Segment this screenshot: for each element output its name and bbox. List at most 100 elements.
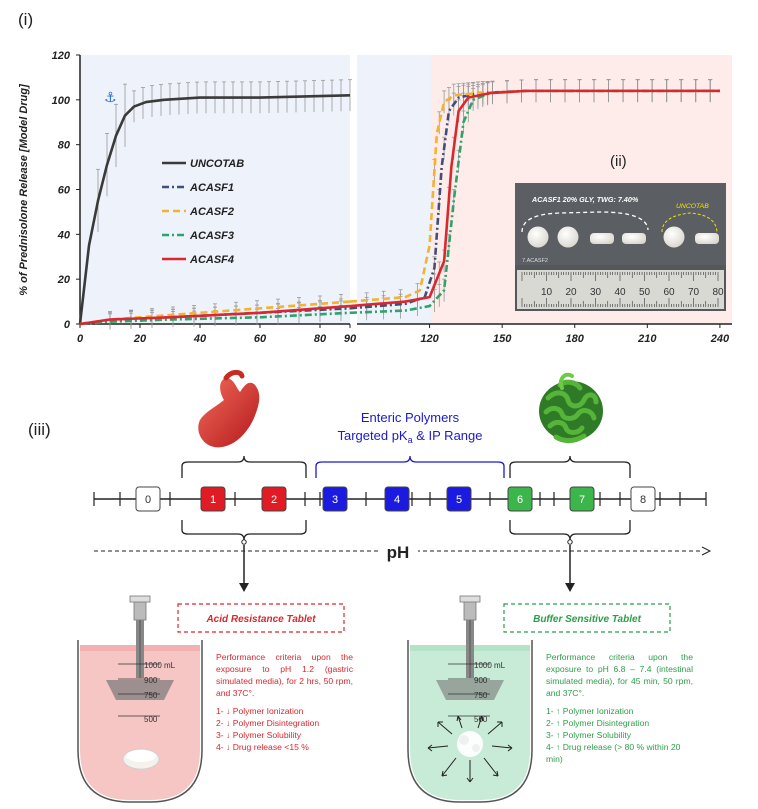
x-tick-label: 40 [193,333,207,345]
series-line-uncotab [78,94,351,325]
legend-entry: ACASF1 [189,182,234,194]
svg-text:1000 mL: 1000 mL [474,661,506,670]
intestine-icon [539,372,603,444]
ruler-number: 20 [565,287,577,298]
chart-legend: UNCOTAB ACASF1 ACASF2 ACASF3 ACASF4 [162,158,244,266]
y-axis-label: % of Prednisolone Release [Model Drug] [18,84,30,296]
y-tick-label: 120 [52,50,71,62]
svg-text:500: 500 [144,715,158,724]
x-tick-label: 60 [254,333,267,345]
tablet-3 [590,233,614,244]
buffer-item-2: 2- ↑ Polymer Disintegration [546,718,650,728]
buffer-bracket-bottom [509,520,631,541]
svg-text:900: 900 [144,676,158,685]
legend-entry: ACASF2 [189,206,234,218]
acid-criteria: Performance criteria upon the exposure t… [216,651,353,753]
ph-box-label: 7 [579,494,585,506]
ph-boxes: 0 1 2 3 4 5 6 7 8 [135,486,656,512]
buffer-criteria-text: Performance criteria upon the exposure t… [546,652,693,698]
series-line-acasf4 [349,89,720,308]
stomach-icon [198,369,260,448]
tablet-photo: ACASF1 20% GLY, TWG: 7.40% UNCOTAB 7.ACA… [515,183,726,311]
ph-label: pH [387,543,410,562]
ph-box-label: 8 [640,494,646,506]
ph-box-5 [446,486,472,512]
x-tick-label: 240 [710,333,730,345]
y-axis-ticks: 0 20 40 60 80 100 120 [52,50,80,331]
ruler-number: 70 [688,287,700,298]
tablet-4 [622,233,646,244]
buffer-dissolution-vessel: 1000 mL 900 750 500 [407,595,533,803]
series-line-acasf4 [79,304,351,326]
ruler-number: 50 [639,287,651,298]
svg-text:750: 750 [144,691,158,700]
y-tick-label: 80 [58,140,71,152]
y-tick-label: 40 [57,229,71,241]
buffer-bracket-top [509,455,631,478]
enteric-bracket [315,455,505,478]
svg-text:750: 750 [474,691,488,700]
legend-entry: UNCOTAB [190,158,244,170]
ph-box-label: 0 [145,494,151,506]
y-tick-label: 100 [52,95,71,107]
svg-text:1000 mL: 1000 mL [144,661,176,670]
tablet-5 [663,226,685,248]
panel-label-ii: (ii) [610,153,627,170]
legend-entry: ACASF3 [189,230,234,242]
acid-item-2: 2- ↓ Polymer Disintegration [216,718,320,728]
acid-title: Acid Resistance Tablet [205,614,316,625]
buffer-criteria: Performance criteria upon the exposure t… [546,651,693,765]
buffer-item-3: 3- ↑ Polymer Solubility [546,730,632,740]
panel-label-i: (i) [18,10,34,29]
ph-box-label: 4 [394,494,400,506]
acid-bracket-top [181,455,307,478]
ph-box-8 [630,486,656,512]
acid-item-4: 4- ↓ Drug release <15 % [216,742,309,752]
release-arrows [427,715,513,783]
acid-criteria-text: Performance criteria upon the exposure t… [216,652,353,698]
x-tick-label: 180 [566,333,585,345]
series-line-acasf3 [79,311,351,326]
ruler-number: 10 [541,287,553,298]
acid-item-1: 1- ↓ Polymer Ionization [216,706,304,716]
y-tick-label: 20 [57,274,71,286]
ph-box-label: 5 [456,494,462,506]
buffer-item-4: 4- ↑ Drug release (> 80 % within 20 min) [546,742,681,764]
svg-text:900: 900 [474,676,488,685]
tablet-tag: 7.ACASF2 [522,258,548,264]
ph-box-7 [569,486,595,512]
buffer-item-1: 1- ↑ Polymer Ionization [546,706,634,716]
tablet-2 [557,226,579,248]
photo-caption-left: ACASF1 20% GLY, TWG: 7.40% [531,195,639,204]
buffer-title-box [503,603,671,633]
acid-title-box [177,603,345,633]
ph-box-6 [507,486,533,512]
anchor-icon: ⚓ [104,90,117,106]
x-tick-label: 20 [133,333,147,345]
ph-box-label: 3 [332,494,338,506]
y-tick-label: 60 [58,185,71,197]
ph-box-label: 2 [271,494,277,506]
ph-box-label: 6 [517,494,523,506]
enteric-title-line1: Enteric Polymers [361,410,460,425]
buffer-title: Buffer Sensitive Tablet [533,614,641,625]
series-line-acasf2 [79,300,351,326]
disintegrating-tablet [457,731,483,757]
tablet-6 [695,233,719,244]
x-tick-label: 120 [420,333,439,345]
ph-box-3 [322,486,348,512]
acid-bracket-bottom [181,520,307,541]
tablet-1 [527,226,549,248]
legend-entry: ACASF4 [189,254,234,266]
series-lines [78,89,720,326]
ph-box-2 [261,486,287,512]
x-tick-label: 150 [493,333,512,345]
x-tick-label: 210 [637,333,657,345]
ph-box-4 [384,486,410,512]
x-tick-label: 80 [314,333,327,345]
acid-dissolution-vessel: 1000 mL 900 750 500 [77,595,203,803]
ph-box-label: 1 [210,494,216,506]
x-axis-ticks: 0 20 40 60 80 90 120 150 180 210 240 [77,324,730,345]
enteric-title-line2: Targeted pKa & IP Range [338,428,483,445]
